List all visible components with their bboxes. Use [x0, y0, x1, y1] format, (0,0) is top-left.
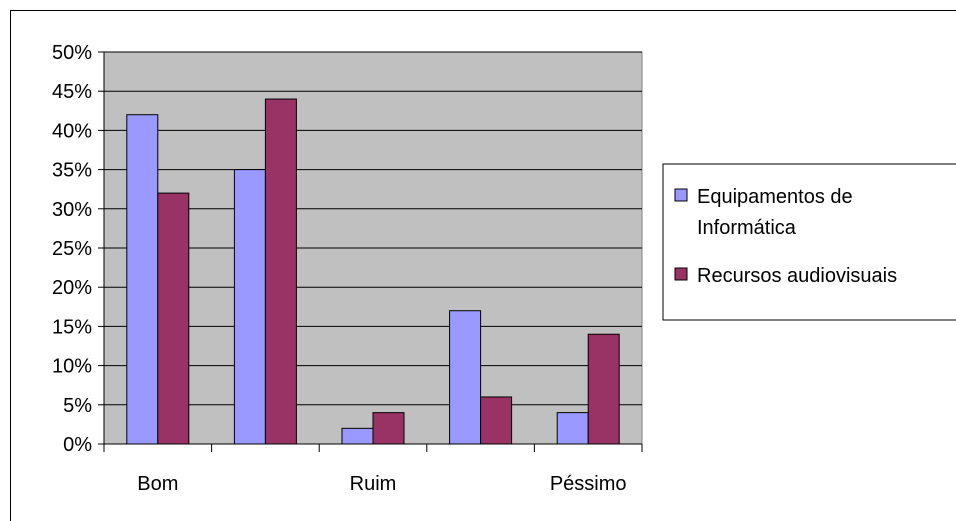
bar — [556, 412, 589, 445]
bar — [264, 98, 297, 445]
y-tick-label: 50% — [52, 42, 92, 64]
y-tick-label: 15% — [52, 316, 92, 338]
y-tick-label: 5% — [63, 395, 92, 417]
bar — [480, 396, 513, 445]
bar — [233, 169, 266, 445]
legend: Equipamentos de Informática Recursos audio… — [662, 163, 956, 321]
bar — [449, 310, 482, 445]
gridlines — [104, 51, 642, 406]
y-tick-label: 25% — [52, 238, 92, 260]
y-tick-label: 40% — [52, 120, 92, 142]
bar — [157, 192, 190, 445]
bars — [126, 98, 620, 445]
y-tick-label: 0% — [63, 434, 92, 456]
y-tick-label: 10% — [52, 356, 92, 378]
legend-swatch — [674, 188, 688, 202]
legend-box — [662, 163, 956, 321]
y-tick-label: 45% — [52, 81, 92, 103]
legend-label: Equipamentos de — [697, 186, 853, 208]
y-tick-labels: 0% 5% 10% 15% 20% 25% 30% 35% 40% 45% 50% — [52, 42, 92, 456]
legend-label: Informática — [697, 217, 797, 239]
x-tick-label: Ruim — [350, 473, 397, 495]
y-tick-label: 20% — [52, 277, 92, 299]
bar — [587, 333, 620, 445]
bar — [372, 412, 405, 445]
x-tick-label: Péssimo — [550, 473, 627, 495]
x-tick-labels: Bom Ruim Péssimo — [137, 473, 626, 495]
bar — [341, 427, 374, 445]
y-tick-label: 30% — [52, 199, 92, 221]
y-tick-label: 35% — [52, 160, 92, 182]
bar — [126, 114, 159, 445]
axes — [98, 51, 643, 452]
x-tick-label: Bom — [137, 473, 178, 495]
legend-label: Recursos audiovisuais — [697, 265, 897, 287]
legend-swatch — [674, 267, 688, 281]
chart-frame — [10, 10, 956, 521]
